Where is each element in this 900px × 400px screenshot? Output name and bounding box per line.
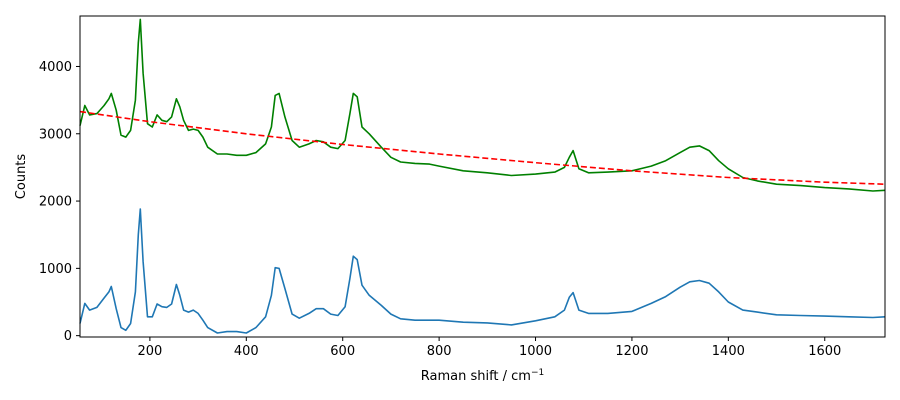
x-tick-label: 1000 (519, 344, 552, 359)
x-tick-label: 400 (234, 344, 259, 359)
series-line-1 (79, 208, 886, 334)
x-tick-label: 1600 (808, 344, 841, 359)
y-tick-label: 3000 (39, 127, 72, 142)
x-axis-title-superscript: −1 (531, 368, 544, 378)
ticks-layer: 200 400 600 800 1000 1200 1400 1600 0 1000 2000 300… (39, 60, 841, 359)
x-tick-label: 200 (137, 344, 162, 359)
y-tick-label: 4000 (39, 60, 72, 75)
y-tick-label: 2000 (39, 195, 72, 210)
x-axis-title: Raman shift / cm−1 (421, 368, 545, 384)
x-tick-label: 1200 (615, 344, 648, 359)
y-tick-label: 1000 (39, 262, 72, 277)
series-layer (79, 18, 886, 334)
x-tick-label: 600 (330, 344, 355, 359)
x-axis-title-text: Raman shift / cm (421, 369, 531, 384)
x-tick-label: 1400 (712, 344, 745, 359)
y-tick-label: 0 (64, 329, 72, 344)
series-line-2 (79, 110, 886, 185)
y-axis-title: Counts (14, 154, 29, 200)
x-tick-label: 800 (427, 344, 452, 359)
series-line-0 (79, 18, 886, 192)
plot-frame (79, 15, 886, 338)
